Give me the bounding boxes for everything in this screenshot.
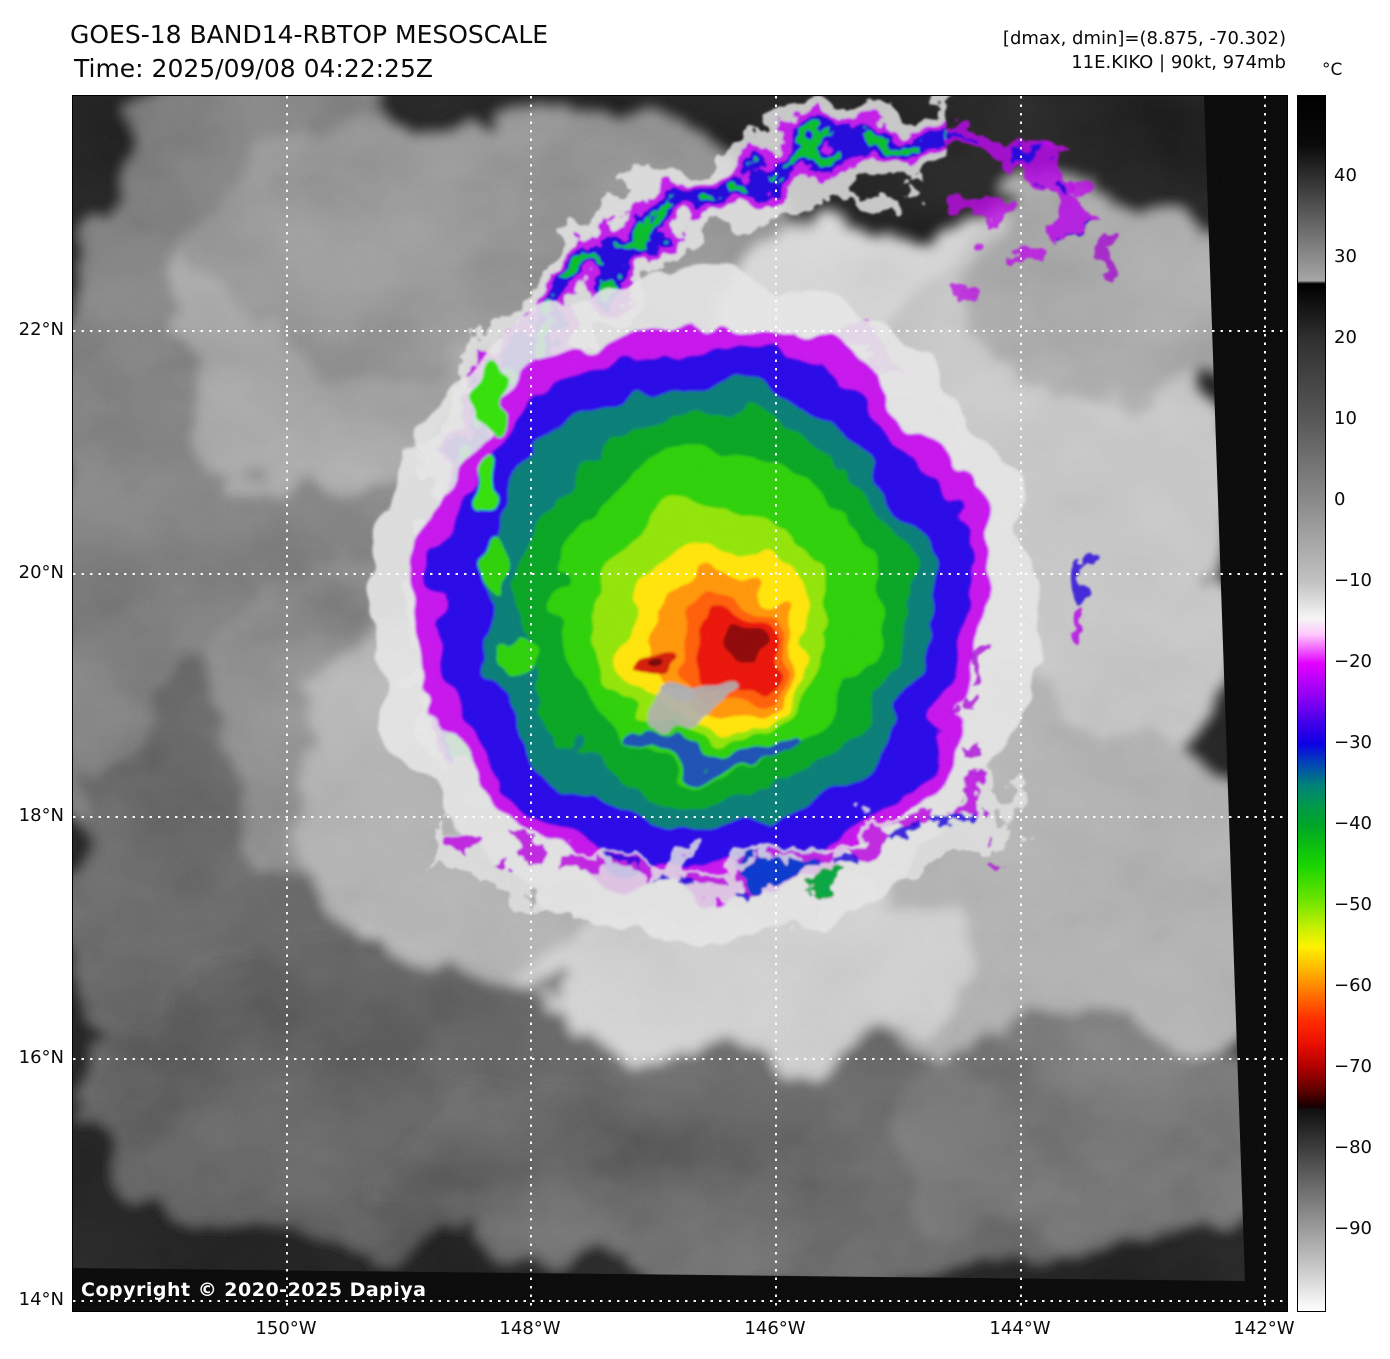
timestamp: Time: 2025/09/08 04:22:25Z	[74, 54, 433, 83]
colorbar-tick-label: 10	[1334, 408, 1357, 429]
colorbar-tick-label: 0	[1334, 489, 1346, 510]
storm-info-readout: 11E.KIKO | 90kt, 974mb	[1071, 52, 1286, 73]
colorbar-tick-label: −90	[1334, 1218, 1372, 1239]
copyright-watermark: Copyright © 2020-2025 Dapiya	[81, 1279, 427, 1301]
colorbar-tick-label: −30	[1334, 732, 1372, 753]
colorbar-tick-label: 20	[1334, 327, 1357, 348]
colorbar-tick-label: 40	[1334, 165, 1357, 186]
colorbar-tick-label: −80	[1334, 1137, 1372, 1158]
grain-overlay	[73, 96, 1287, 1311]
lon-label: 144°W	[989, 1318, 1051, 1339]
colorbar-tick-label: −20	[1334, 651, 1372, 672]
dmax-dmin-readout: [dmax, dmin]=(8.875, -70.302)	[1002, 28, 1286, 49]
colorbar-tick-label: −60	[1334, 975, 1372, 996]
colorbar-tick-label: 30	[1334, 246, 1357, 267]
colorbar-tick-label: −50	[1334, 894, 1372, 915]
satellite-map: Copyright © 2020-2025 Dapiya	[72, 95, 1288, 1312]
lon-label: 142°W	[1233, 1318, 1295, 1339]
lat-label: 14°N	[18, 1289, 64, 1310]
lat-label: 16°N	[18, 1047, 64, 1068]
colorbar-unit-label: °C	[1322, 60, 1343, 80]
lat-label: 20°N	[18, 562, 64, 583]
lon-label: 146°W	[744, 1318, 806, 1339]
page-title: GOES-18 BAND14-RBTOP MESOSCALE	[70, 20, 549, 49]
colorbar-tick-label: −10	[1334, 570, 1372, 591]
temperature-colorbar	[1297, 95, 1326, 1312]
lon-label: 148°W	[499, 1318, 561, 1339]
colorbar-tick-label: −40	[1334, 813, 1372, 834]
colorbar-tick-label: −70	[1334, 1056, 1372, 1077]
lon-label: 150°W	[255, 1318, 317, 1339]
lat-label: 18°N	[18, 805, 64, 826]
lat-label: 22°N	[18, 319, 64, 340]
satellite-image	[73, 96, 1287, 1311]
